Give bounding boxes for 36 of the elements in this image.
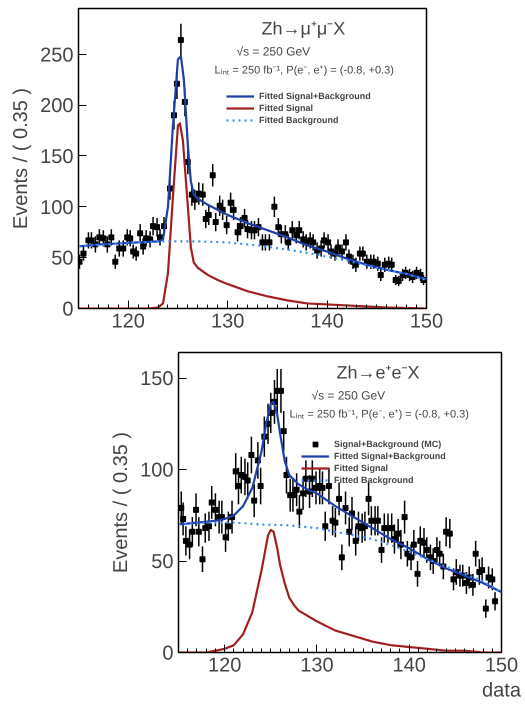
line-series — [178, 522, 502, 594]
y-tick-label: 100 — [140, 460, 174, 482]
y-tick-label: 50 — [151, 551, 174, 574]
y-axis-title: Events / ( 0.35 ) — [10, 88, 32, 230]
legend-label: Fitted Signal+Background — [259, 90, 371, 102]
annotation: Zh→μ⁺μ⁻X — [262, 18, 346, 38]
line-series — [78, 240, 426, 282]
x-axis-title: data — [482, 680, 522, 702]
x-tick-label: 120 — [208, 654, 242, 676]
x-tick-label: 120 — [112, 310, 145, 332]
legend-label: Fitted Background — [259, 114, 339, 126]
annotation: √s = 250 GeV — [312, 388, 386, 402]
y-tick-label: 200 — [40, 95, 74, 118]
y-tick-label: 250 — [40, 44, 74, 66]
annotation: Zh→e⁺e⁻X — [336, 362, 420, 382]
x-tick-label: 130 — [300, 654, 334, 676]
annotation: Lᵢₙₜ = 250 fb⁻¹, P(e⁻, e⁺) = (-0.8, +0.3) — [214, 64, 394, 76]
annotation: √s = 250 GeV — [236, 44, 310, 58]
y-tick-label: 100 — [40, 196, 74, 219]
legend-label: Fitted Signal — [259, 102, 313, 114]
x-tick-label: 140 — [310, 310, 344, 332]
x-tick-label: 150 — [484, 654, 518, 676]
legend-label: Fitted Background — [334, 474, 414, 486]
y-tick-label: 50 — [51, 248, 74, 270]
y-tick-label: 150 — [40, 146, 74, 168]
x-tick-label: 130 — [210, 310, 244, 332]
legend-label: Fitted Signal+Background — [334, 450, 446, 462]
y-tick-label: 0 — [162, 642, 174, 664]
x-tick-label: 140 — [392, 654, 426, 676]
annotation: Lᵢₙₜ = 250 fb⁻¹, P(e⁻, e⁺) = (-0.8, +0.3) — [290, 408, 469, 420]
x-tick-label: 150 — [410, 310, 444, 332]
legend-label: Signal+Background (MC) — [334, 438, 442, 450]
legend-label: Fitted Signal — [334, 462, 388, 474]
y-tick-label: 150 — [140, 368, 174, 390]
y-tick-label: 0 — [62, 298, 74, 320]
y-axis-title: Events / ( 0.35 ) — [110, 432, 132, 574]
